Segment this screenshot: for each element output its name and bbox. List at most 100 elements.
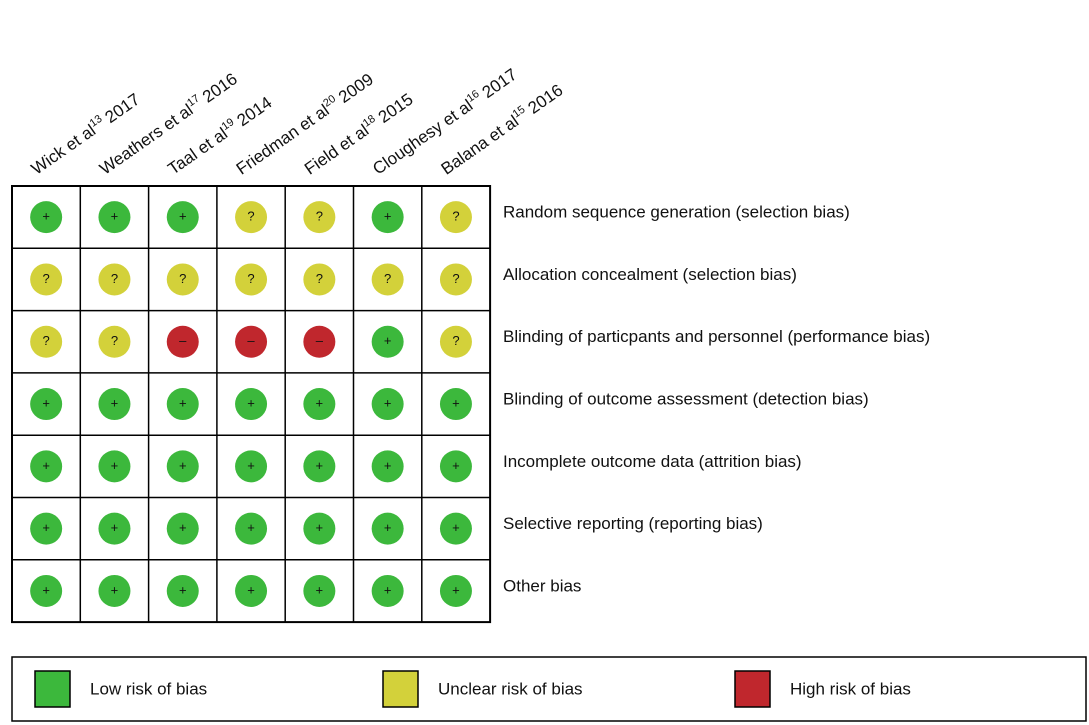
domain-label: Random sequence generation (selection bi…: [503, 203, 850, 222]
judgment-dot: [303, 512, 336, 545]
domain-label: Incomplete outcome data (attrition bias): [503, 452, 802, 471]
judgment-symbol: +: [247, 395, 255, 410]
judgment-dot: [235, 450, 268, 483]
judgment-symbol: +: [316, 520, 324, 535]
judgment-symbol: –: [247, 333, 255, 348]
judgment-symbol: +: [384, 333, 392, 348]
judgment-dot: [166, 325, 199, 358]
judgment-dot: [30, 201, 63, 234]
judgment-symbol: +: [452, 520, 460, 535]
study-ref: 15: [511, 104, 528, 121]
study-ref: 17: [185, 92, 202, 109]
judgment-dot: [98, 325, 131, 358]
judgment-symbol: ?: [111, 271, 118, 286]
judgment-symbol: ?: [43, 271, 50, 286]
judgment-symbol: +: [384, 395, 392, 410]
judgment-symbol: +: [452, 458, 460, 473]
judgment-symbol: +: [179, 520, 187, 535]
judgment-dot: [98, 450, 131, 483]
judgment-dot: [371, 201, 404, 234]
judgment-symbol: +: [247, 582, 255, 597]
judgment-dot: [98, 388, 131, 421]
study-year: 2015: [375, 90, 417, 127]
judgment-dot: [235, 574, 268, 607]
judgment-dot: [439, 512, 472, 545]
judgment-dot: [235, 325, 268, 358]
judgment-symbol: ?: [43, 333, 50, 348]
judgment-dot: [303, 574, 336, 607]
judgment-dot: [98, 574, 131, 607]
legend-label: High risk of bias: [790, 679, 911, 698]
judgment-symbol: +: [111, 395, 119, 410]
judgment-symbol: ?: [384, 271, 391, 286]
judgment-symbol: +: [179, 458, 187, 473]
judgment-symbol: –: [316, 333, 324, 348]
judgment-dot: [303, 325, 336, 358]
study-year: 2016: [199, 70, 241, 107]
judgment-dot: [98, 201, 131, 234]
judgment-symbol: +: [42, 458, 50, 473]
judgment-dot: [439, 263, 472, 296]
judgment-dot: [235, 263, 268, 296]
judgment-symbol: +: [42, 209, 50, 224]
judgment-dot: [303, 201, 336, 234]
judgment-dot: [166, 263, 199, 296]
domain-label: Allocation concealment (selection bias): [503, 265, 797, 284]
judgment-symbol: +: [247, 458, 255, 473]
judgment-symbol: +: [452, 395, 460, 410]
judgment-dot: [166, 201, 199, 234]
judgment-symbol: +: [111, 458, 119, 473]
judgment-symbol: +: [179, 209, 187, 224]
judgment-dot: [166, 388, 199, 421]
judgment-dot: [166, 512, 199, 545]
study-ref: 18: [361, 113, 378, 130]
judgment-dot: [235, 388, 268, 421]
legend-label: Unclear risk of bias: [438, 679, 583, 698]
judgment-dot: [371, 574, 404, 607]
judgment-dot: [371, 263, 404, 296]
judgment-dot: [371, 450, 404, 483]
domain-label: Blinding of particpants and personnel (p…: [503, 327, 930, 346]
judgment-dot: [30, 263, 63, 296]
legend-swatch: [34, 670, 71, 708]
study-year: 2009: [335, 70, 377, 107]
judgment-dot: [235, 512, 268, 545]
judgment-dot: [166, 574, 199, 607]
study-year: 2014: [234, 93, 276, 130]
judgment-symbol: +: [316, 582, 324, 597]
judgment-symbol: +: [247, 520, 255, 535]
judgment-dot: [30, 325, 63, 358]
judgment-dot: [235, 201, 268, 234]
grid-frame: [11, 185, 492, 624]
study-ref: 13: [88, 113, 105, 130]
study-year: 2017: [479, 65, 521, 102]
judgment-symbol: ?: [247, 209, 254, 224]
study-year: 2016: [525, 81, 567, 118]
judgment-symbol: ?: [452, 271, 459, 286]
judgment-dot: [98, 512, 131, 545]
judgment-symbol: +: [384, 520, 392, 535]
judgment-symbol: +: [111, 520, 119, 535]
judgment-symbol: ?: [179, 271, 186, 286]
judgment-symbol: +: [179, 582, 187, 597]
study-name: Taal et al: [165, 124, 232, 179]
judgment-dot: [30, 388, 63, 421]
judgment-symbol: +: [111, 582, 119, 597]
study-year: 2017: [102, 90, 144, 127]
study-name: Wick et al: [28, 121, 99, 179]
judgment-symbol: +: [384, 458, 392, 473]
judgment-dot: [30, 450, 63, 483]
legend-box: [11, 656, 1087, 722]
judgment-dot: [371, 512, 404, 545]
judgment-symbol: +: [384, 582, 392, 597]
study-ref: 16: [465, 88, 482, 105]
legend-swatch: [382, 670, 419, 708]
judgment-symbol: +: [452, 582, 460, 597]
domain-label: Other bias: [503, 576, 581, 595]
judgment-symbol: +: [111, 209, 119, 224]
judgment-symbol: ?: [111, 333, 118, 348]
judgment-symbol: +: [384, 209, 392, 224]
judgment-symbol: +: [42, 395, 50, 410]
judgment-symbol: –: [179, 333, 187, 348]
judgment-dot: [439, 450, 472, 483]
